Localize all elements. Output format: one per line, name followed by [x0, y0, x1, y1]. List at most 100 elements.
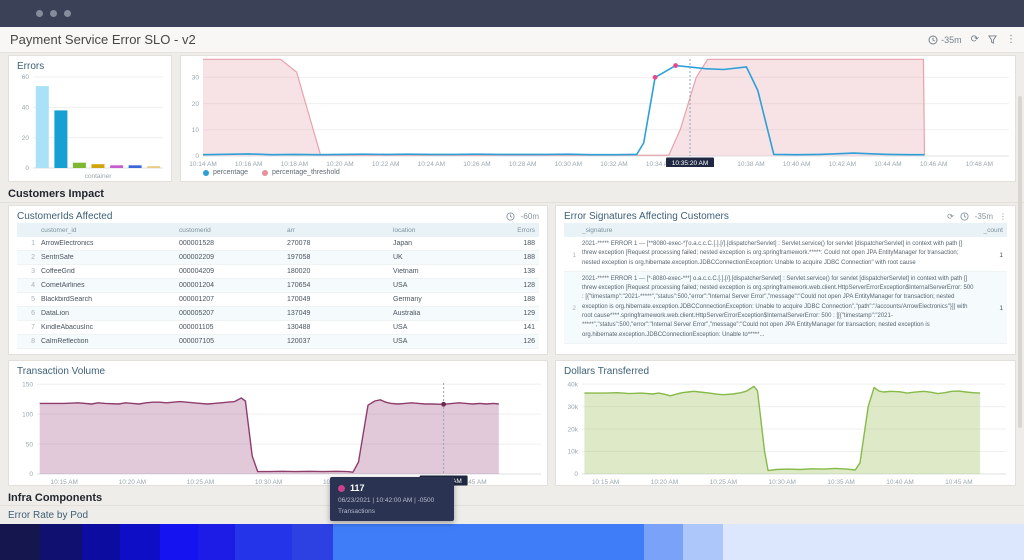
legend-dot: [262, 169, 269, 176]
svg-text:10:24 AM: 10:24 AM: [418, 161, 445, 167]
table-row[interactable]: 5 BlackbirdSearch 000001207 170049 Germany 18…: [17, 293, 539, 307]
table-cell: 000004209: [179, 268, 215, 275]
table-cell: 128: [523, 282, 535, 289]
svg-text:0: 0: [29, 471, 33, 478]
svg-text:30: 30: [192, 75, 200, 82]
table-row[interactable]: 1 2021-***** ERROR 1 --- [**8080-exec-*]'…: [564, 237, 1007, 272]
table-row[interactable]: 6 DataLion 000005207 137049 Australia 129: [17, 307, 539, 321]
window-control-dot[interactable]: [64, 10, 71, 17]
column-header[interactable]: arr: [287, 226, 295, 234]
table-cell: 000001204: [179, 282, 215, 289]
errors-bar-chart[interactable]: 60 40 20 0 container: [9, 73, 171, 181]
kebab-menu-icon[interactable]: ⋮: [999, 212, 1007, 221]
panel-time-range[interactable]: -60m: [520, 212, 539, 221]
column-header[interactable]: Errors: [517, 226, 535, 234]
vertical-scrollbar[interactable]: [1018, 96, 1022, 428]
svg-text:20: 20: [192, 101, 200, 108]
filter-icon[interactable]: [988, 35, 997, 44]
panel-transaction-volume: Transaction Volume 0 50 100 150 10:15 AM 10:2…: [8, 360, 548, 486]
kebab-menu-icon[interactable]: ⋮: [1006, 34, 1016, 45]
window-titlebar: [0, 0, 1024, 27]
table-cell: 138: [523, 268, 535, 275]
table-row[interactable]: 2 SentriSafe 000002209 197058 UK 188: [17, 251, 539, 265]
page-title: Payment Service Error SLO - v2: [10, 32, 196, 47]
chart-legend: percentage percentage_threshold: [181, 167, 1015, 176]
table-row[interactable]: 3 CoffeeGrid 000004209 180020 Vietnam 138: [17, 265, 539, 279]
table-cell: USA: [393, 282, 408, 289]
row-number: 4: [31, 282, 35, 289]
legend-item-percentage[interactable]: percentage: [203, 169, 248, 176]
column-header[interactable]: location: [393, 226, 416, 234]
table-cell: Germany: [393, 296, 422, 303]
table-cell: UK: [393, 254, 403, 261]
clock-icon[interactable]: [506, 212, 515, 221]
table-row[interactable]: 1 ArrowElectronics 000001528 270078 Japan 188: [17, 237, 539, 251]
heatmap-cell[interactable]: [160, 524, 198, 560]
panel-error-signatures: Error Signatures Affecting Customers ⟳ -…: [555, 205, 1016, 355]
column-header[interactable]: _signature: [582, 226, 613, 234]
heatmap-cell[interactable]: [235, 524, 292, 560]
column-header[interactable]: _count: [983, 226, 1003, 234]
table-row[interactable]: 2 2021-***** ERROR 1 --- [*-8080-exec-***…: [564, 271, 1007, 344]
svg-text:10:32 AM: 10:32 AM: [600, 161, 627, 167]
table-row[interactable]: 7 KindleAbacusInc 000001105 130488 USA 141: [17, 321, 539, 335]
heatmap-cell[interactable]: [644, 524, 683, 560]
svg-text:container: container: [85, 173, 113, 180]
heatmap-cell[interactable]: [292, 524, 333, 560]
heatmap-cell[interactable]: [683, 524, 723, 560]
table-cell: 000001207: [179, 296, 215, 303]
table-cell: 000001105: [179, 324, 214, 331]
svg-text:10:30 AM: 10:30 AM: [555, 161, 582, 167]
signature-text: 2021-***** ERROR 1 --- [**8080-exec-*]'o…: [582, 241, 963, 266]
panel-time-range[interactable]: -35m: [974, 212, 993, 221]
table-row[interactable]: 4 CometAirlines 000001204 170654 USA 128: [17, 279, 539, 293]
signatures-table: _signature _count 1 2021-***** ERROR 1 --…: [556, 223, 1015, 344]
tooltip-series-name: Transactions: [338, 508, 375, 515]
time-range-control[interactable]: -35m: [928, 35, 962, 45]
svg-text:10:15 AM: 10:15 AM: [592, 479, 619, 486]
heatmap-cell[interactable]: [198, 524, 235, 560]
clock-icon[interactable]: [960, 212, 969, 221]
signature-text: 2021-***** ERROR 1 --- [*-8080-exec-***]…: [582, 275, 974, 338]
signature-count: 1: [999, 251, 1003, 259]
table-cell: 000001528: [179, 240, 215, 247]
panel-title: CustomerIds Affected: [17, 211, 113, 222]
transaction-area-chart[interactable]: 0 50 100 150 10:15 AM 10:20 AM 10:25 AM 10:30 A…: [9, 378, 547, 486]
tooltip-series-dot: [338, 484, 345, 492]
heatmap-cell[interactable]: [40, 524, 82, 560]
dollars-area-chart[interactable]: 0 10k 20k 30k 40k 10:15 AM 10:20 AM 10:25 AM 10:…: [556, 378, 1015, 486]
table-cell: 000005207: [179, 310, 215, 317]
heatmap-cell[interactable]: [723, 524, 1024, 560]
heatmap-cell[interactable]: [82, 524, 120, 560]
clock-icon: [928, 35, 938, 44]
panel-dollars-transferred: Dollars Transferred 0 10k 20k 30k 40k 10:15 A…: [555, 360, 1016, 486]
heatmap-cell[interactable]: [120, 524, 160, 560]
table-cell: 188: [523, 254, 535, 261]
section-title-customers-impact: Customers Impact: [8, 188, 104, 200]
svg-text:20: 20: [22, 135, 30, 142]
heatmap-cell[interactable]: [333, 524, 644, 560]
legend-item-percentage-threshold[interactable]: percentage_threshold: [262, 169, 340, 176]
svg-text:10:44 AM: 10:44 AM: [874, 161, 901, 167]
svg-text:10:35:20 AM: 10:35:20 AM: [672, 160, 709, 167]
table-cell: SentriSafe: [41, 254, 74, 261]
refresh-icon[interactable]: ⟳: [970, 34, 979, 45]
legend-label: percentage_threshold: [272, 169, 340, 176]
window-control-dot[interactable]: [50, 10, 57, 17]
svg-text:10:30 AM: 10:30 AM: [768, 479, 795, 486]
heatmap-cell[interactable]: [0, 524, 40, 560]
slo-line-chart[interactable]: 0 10 20 30 10:14 AM 10:16 AM 10:18 AM 10:20 AM 1…: [181, 56, 1015, 167]
table-cell: 120037: [287, 338, 311, 345]
window-control-dot[interactable]: [36, 10, 43, 17]
column-header[interactable]: customerid: [179, 226, 211, 234]
table-row[interactable]: 8 CalmReflection 000007105 120037 USA 126: [17, 335, 539, 349]
panel-title: Transaction Volume: [17, 366, 106, 377]
table-cell: 000002209: [179, 254, 215, 261]
svg-text:10:46 AM: 10:46 AM: [920, 161, 947, 167]
column-header[interactable]: customer_id: [41, 226, 77, 234]
error-rate-heatmap: [0, 524, 1024, 560]
refresh-icon[interactable]: ⟳: [947, 212, 954, 221]
svg-text:0: 0: [195, 153, 199, 160]
row-number: 5: [31, 296, 35, 303]
svg-text:10:16 AM: 10:16 AM: [235, 161, 262, 167]
